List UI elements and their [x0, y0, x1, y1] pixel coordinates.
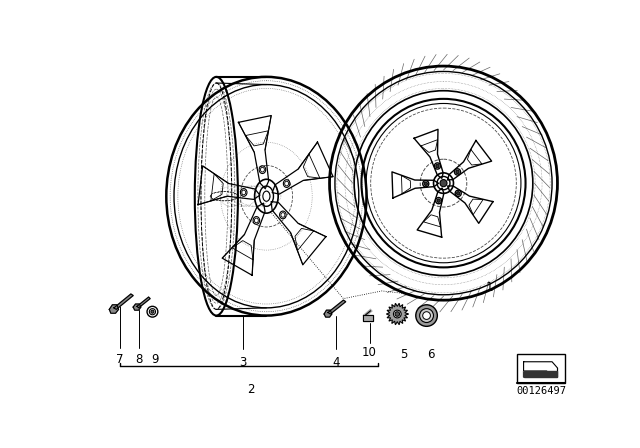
- Ellipse shape: [456, 170, 459, 174]
- Ellipse shape: [436, 164, 439, 168]
- Text: 2: 2: [247, 383, 255, 396]
- Polygon shape: [524, 368, 557, 377]
- Ellipse shape: [456, 192, 460, 195]
- Text: 1: 1: [486, 281, 493, 294]
- Ellipse shape: [424, 182, 428, 185]
- Ellipse shape: [420, 309, 433, 323]
- Polygon shape: [524, 362, 557, 377]
- Ellipse shape: [440, 180, 447, 187]
- Polygon shape: [109, 305, 118, 313]
- Polygon shape: [133, 304, 141, 310]
- Ellipse shape: [416, 305, 437, 326]
- Text: 8: 8: [135, 353, 142, 366]
- Text: 3: 3: [239, 356, 247, 369]
- Text: 5: 5: [400, 348, 407, 361]
- Ellipse shape: [395, 312, 399, 316]
- Polygon shape: [114, 294, 133, 310]
- Polygon shape: [363, 315, 373, 321]
- Text: 10: 10: [362, 346, 377, 359]
- Text: 6: 6: [427, 348, 434, 361]
- Bar: [517, 354, 565, 383]
- Polygon shape: [328, 300, 346, 314]
- Text: 4: 4: [332, 356, 339, 369]
- Ellipse shape: [437, 199, 440, 202]
- Ellipse shape: [151, 310, 154, 313]
- Polygon shape: [524, 371, 557, 377]
- Text: 9: 9: [151, 353, 159, 366]
- Polygon shape: [324, 310, 332, 317]
- Ellipse shape: [422, 312, 431, 319]
- Text: 00126497: 00126497: [516, 386, 566, 396]
- Polygon shape: [387, 303, 408, 325]
- Polygon shape: [137, 297, 150, 308]
- Text: 7: 7: [116, 353, 124, 366]
- Ellipse shape: [394, 310, 401, 318]
